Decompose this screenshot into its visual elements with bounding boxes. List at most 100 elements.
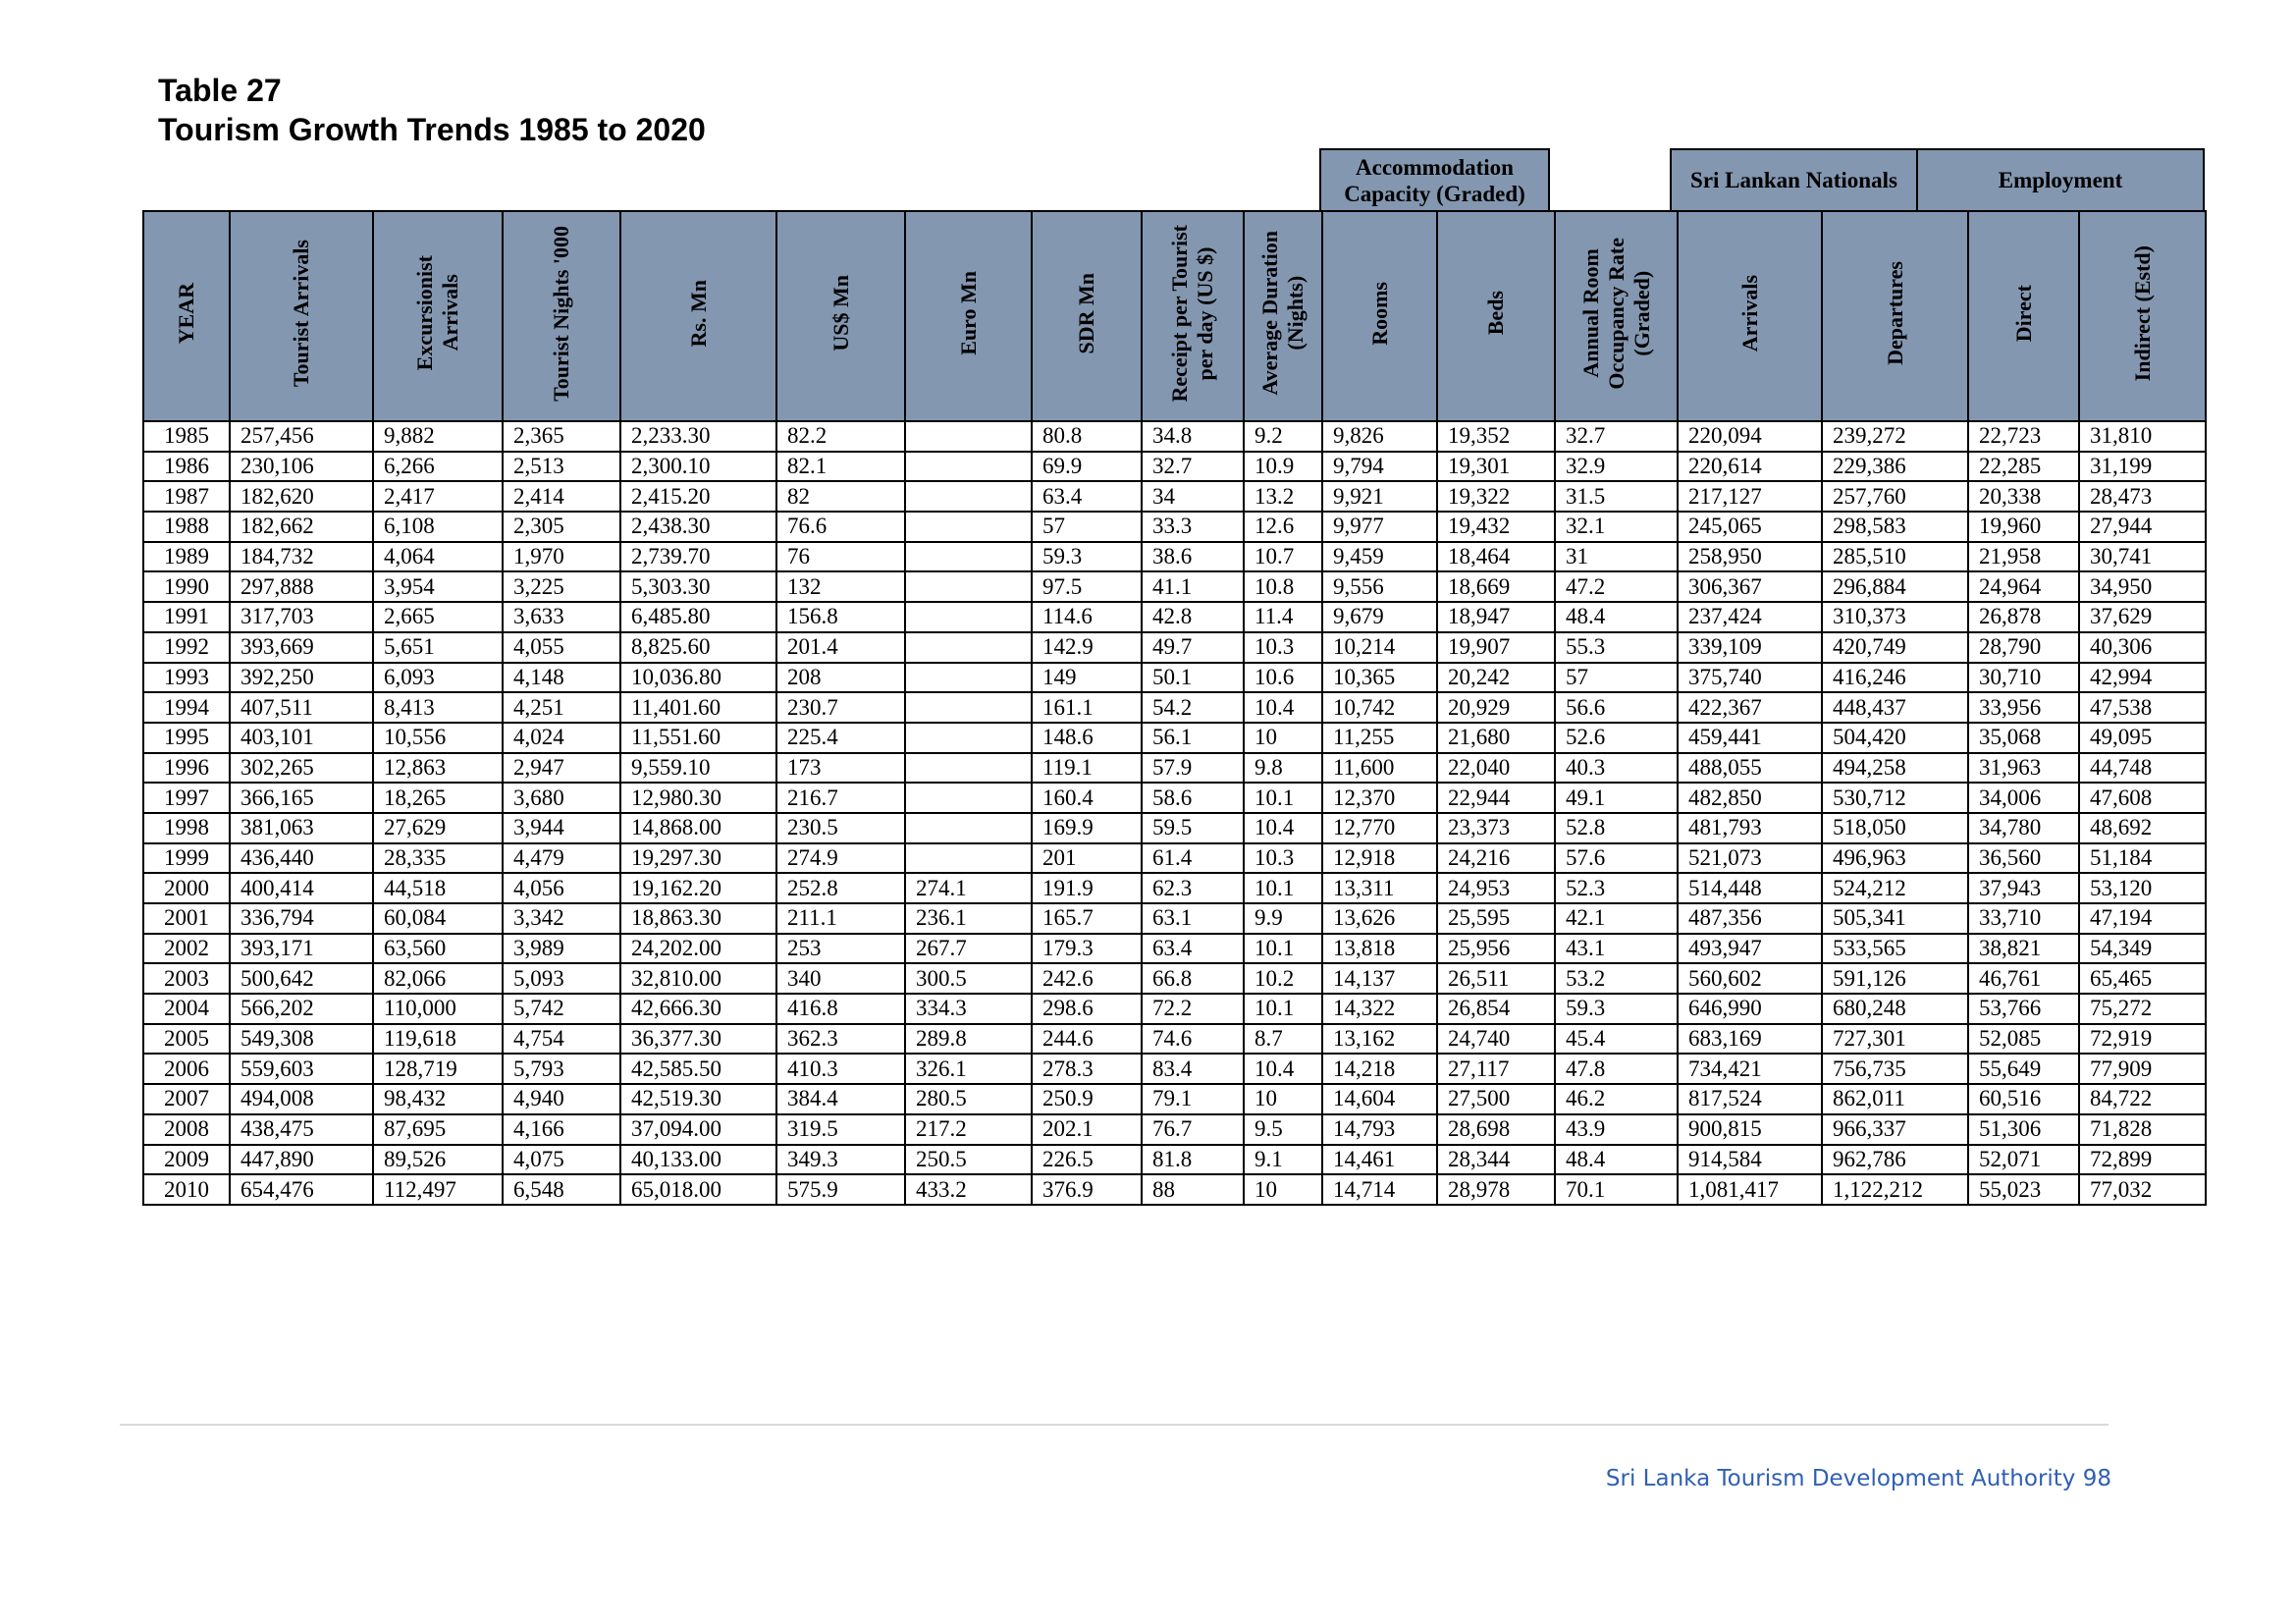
table-cell: 4,251 <box>502 691 621 724</box>
table-cell: 237,424 <box>1677 601 1823 633</box>
table-cell: 4,940 <box>502 1083 621 1115</box>
table-cell: 132 <box>775 570 906 604</box>
table-cell: 5,303.30 <box>619 570 777 604</box>
table-cell: 274.9 <box>775 841 906 875</box>
table-cell: 28,335 <box>372 841 504 875</box>
table-cell: 148.6 <box>1031 721 1143 754</box>
table-cell: 3,989 <box>502 932 621 965</box>
table-cell: 9.2 <box>1243 420 1323 453</box>
table-cell: 524,212 <box>1821 872 1969 904</box>
table-cell: 3,680 <box>502 782 621 814</box>
year-cell: 1987 <box>142 480 231 514</box>
table-cell: 24,953 <box>1436 872 1556 904</box>
column-header-rooms: Rooms <box>1321 210 1438 422</box>
table-cell: 179.3 <box>1031 932 1143 965</box>
table-cell: 230.5 <box>775 811 906 844</box>
table-cell: 40,133.00 <box>619 1143 777 1176</box>
table-cell: 300.5 <box>904 962 1033 996</box>
column-header-beds: Beds <box>1436 210 1556 422</box>
table-cell: 12,863 <box>372 751 504 785</box>
table-cell: 500,642 <box>229 962 374 996</box>
column-header-receipt-per-tourist-per-day-us: Receipt per Tourist per day (US $) <box>1141 210 1245 422</box>
table-cell: 13,626 <box>1321 902 1438 935</box>
table-cell: 9.5 <box>1243 1112 1323 1146</box>
table-cell: 27,629 <box>372 811 504 844</box>
table-cell: 8.7 <box>1243 1022 1323 1056</box>
year-cell: 2010 <box>142 1173 231 1206</box>
table-cell: 74.6 <box>1141 1022 1245 1056</box>
table-cell <box>904 511 1033 543</box>
table-cell: 6,266 <box>372 450 504 483</box>
table-cell: 26,878 <box>1967 601 2080 633</box>
table-cell: 169.9 <box>1031 811 1143 844</box>
column-header-us-mn: US$ Mn <box>775 210 906 422</box>
column-header-label: Direct <box>2010 284 2036 343</box>
table-cell: 362.3 <box>775 1022 906 1056</box>
table-cell: 37,943 <box>1967 872 2080 904</box>
table-cell: 493,947 <box>1677 932 1823 965</box>
table-cell <box>904 782 1033 814</box>
table-cell: 11,255 <box>1321 721 1438 754</box>
table-cell: 19,162.20 <box>619 872 777 904</box>
table-cell: 42,666.30 <box>619 993 777 1025</box>
table-cell: 63,560 <box>372 932 504 965</box>
table-cell: 59.5 <box>1141 811 1245 844</box>
column-header-label: Departures <box>1882 261 1907 365</box>
table-cell: 31,810 <box>2078 420 2207 453</box>
table-cell: 680,248 <box>1821 993 1969 1025</box>
table-cell: 2,365 <box>502 420 621 453</box>
table-cell: 33,710 <box>1967 902 2080 935</box>
table-cell: 420,749 <box>1821 630 1969 664</box>
table-cell: 11.4 <box>1243 601 1323 633</box>
table-cell: 71,828 <box>2078 1112 2207 1146</box>
table-cell: 14,137 <box>1321 962 1438 996</box>
table-cell: 375,740 <box>1677 661 1823 694</box>
table-cell: 326.1 <box>904 1053 1033 1086</box>
table-cell: 80.8 <box>1031 420 1143 453</box>
table-cell: 87,695 <box>372 1112 504 1146</box>
table-cell: 280.5 <box>904 1083 1033 1115</box>
table-cell: 392,250 <box>229 661 374 694</box>
table-cell: 2,739.70 <box>619 540 777 573</box>
table-cell: 334.3 <box>904 993 1033 1025</box>
table-row: 2010 654,476 112,497 6,548 65,018.00 575.9 433… <box>142 1173 2207 1206</box>
table-cell: 521,073 <box>1677 841 1823 875</box>
table-cell: 250.9 <box>1031 1083 1143 1115</box>
table-cell: 566,202 <box>229 993 374 1025</box>
table-cell: 35,068 <box>1967 721 2080 754</box>
table-row: 1997 366,165 18,265 3,680 12,980.30 216.7 160.… <box>142 782 2207 814</box>
table-cell <box>904 450 1033 483</box>
table-cell: 82 <box>775 480 906 514</box>
table-cell: 28,698 <box>1436 1112 1556 1146</box>
table-row: 2003 500,642 82,066 5,093 32,810.00 340 300.5 2… <box>142 962 2207 996</box>
table-cell: 40,306 <box>2078 630 2207 664</box>
footer-divider <box>120 1424 2109 1426</box>
table-cell: 43.1 <box>1554 932 1679 965</box>
page-footer: Sri Lanka Tourism Development Authority … <box>1605 1466 2111 1491</box>
column-header-label: Arrivals <box>1736 274 1762 352</box>
table-cell: 76.6 <box>775 511 906 543</box>
table-cell: 128,719 <box>372 1053 504 1086</box>
table-cell: 119,618 <box>372 1022 504 1056</box>
table-cell: 75,272 <box>2078 993 2207 1025</box>
table-cell: 47,538 <box>2078 691 2207 724</box>
table-cell <box>904 811 1033 844</box>
table-cell: 504,420 <box>1821 721 1969 754</box>
table-cell: 4,056 <box>502 872 621 904</box>
table-cell: 11,600 <box>1321 751 1438 785</box>
table-cell: 84,722 <box>2078 1083 2207 1115</box>
table-cell: 340 <box>775 962 906 996</box>
table-cell: 285,510 <box>1821 540 1969 573</box>
year-cell: 2006 <box>142 1053 231 1086</box>
table-cell: 12,770 <box>1321 811 1438 844</box>
table-cell: 3,633 <box>502 601 621 633</box>
table-cell: 49.1 <box>1554 782 1679 814</box>
table-cell: 79.1 <box>1141 1083 1245 1115</box>
table-cell: 11,401.60 <box>619 691 777 724</box>
table-cell: 48,692 <box>2078 811 2207 844</box>
year-cell: 2004 <box>142 993 231 1025</box>
year-cell: 1988 <box>142 511 231 543</box>
table-cell: 242.6 <box>1031 962 1143 996</box>
table-cell: 560,602 <box>1677 962 1823 996</box>
table-cell: 89,526 <box>372 1143 504 1176</box>
